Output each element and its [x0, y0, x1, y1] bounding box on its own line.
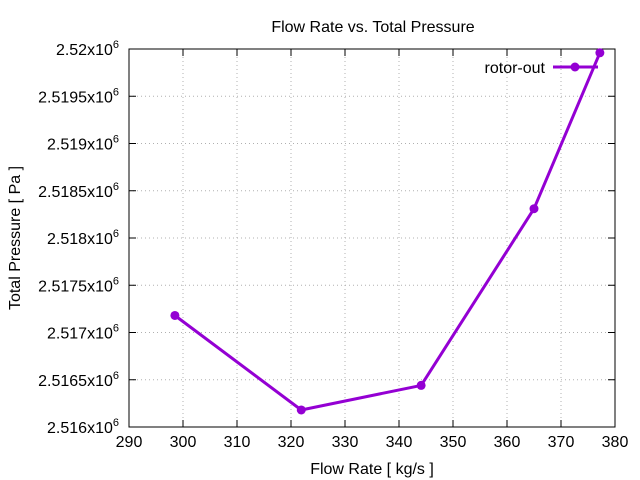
- x-tick-label: 380: [602, 434, 629, 451]
- x-tick-label: 320: [278, 434, 305, 451]
- x-tick-label: 330: [332, 434, 359, 451]
- y-tick-label: 2.518x106: [47, 228, 119, 248]
- series-line-rotor-out: [174, 52, 602, 412]
- x-tick-label: 360: [494, 434, 521, 451]
- data-point: [170, 310, 180, 320]
- data-point: [595, 48, 605, 58]
- data-point: [296, 405, 306, 415]
- y-axis-label: Total Pressure [ Pa ]: [7, 166, 24, 310]
- series-layer: [170, 48, 605, 415]
- legend-label-rotor-out: rotor-out: [485, 60, 546, 77]
- y-tick-label: 2.517x106: [47, 323, 119, 343]
- y-tick-label: 2.5165x106: [38, 370, 119, 390]
- legend: rotor-out: [485, 60, 598, 77]
- y-tick-label: 2.52x106: [56, 39, 119, 59]
- ticks-layer: 290 300 310 320 330 340 350 360 370 380 2.516x106 2…: [38, 39, 628, 451]
- x-tick-label: 310: [224, 434, 251, 451]
- y-tick-label: 2.5175x106: [38, 275, 119, 295]
- data-point: [416, 380, 426, 390]
- x-tick-label: 370: [548, 434, 575, 451]
- grid-layer: [129, 49, 615, 427]
- x-tick-label: 350: [440, 434, 467, 451]
- y-tick-label: 2.5195x106: [38, 86, 119, 106]
- x-tick-label: 340: [386, 434, 413, 451]
- x-axis-label: Flow Rate [ kg/s ]: [310, 461, 434, 478]
- legend-marker-rotor-out: [570, 62, 580, 72]
- chart-title: Flow Rate vs. Total Pressure: [271, 19, 474, 36]
- y-tick-label: 2.519x106: [47, 134, 119, 154]
- y-tick-label: 2.5185x106: [38, 181, 119, 201]
- x-tick-label: 300: [170, 434, 197, 451]
- x-tick-label: 290: [116, 434, 143, 451]
- y-tick-label: 2.516x106: [47, 417, 119, 437]
- data-point: [529, 204, 539, 214]
